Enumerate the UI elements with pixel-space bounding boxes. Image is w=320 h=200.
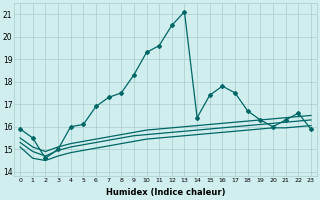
X-axis label: Humidex (Indice chaleur): Humidex (Indice chaleur) xyxy=(106,188,225,197)
